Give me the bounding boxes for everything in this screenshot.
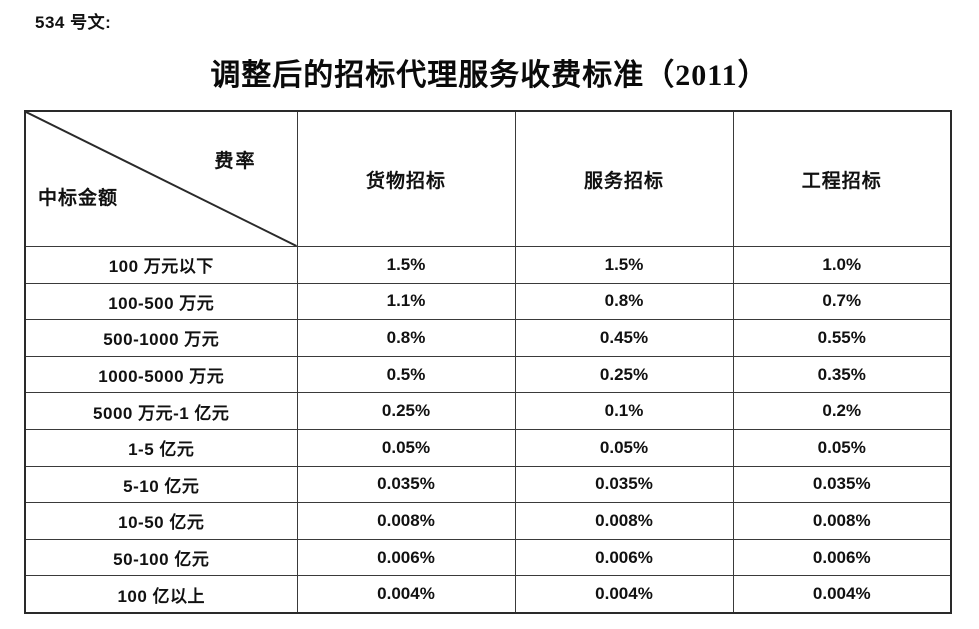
rate-cell: 0.35% — [732, 355, 952, 394]
column-header-engineering: 工程招标 — [732, 110, 952, 247]
rate-cell: 0.006% — [296, 538, 516, 577]
row-label: 100 万元以下 — [24, 246, 298, 284]
rate-cell: 0.006% — [514, 538, 734, 577]
column-header-goods: 货物招标 — [296, 110, 516, 247]
rate-cell: 0.008% — [514, 502, 734, 540]
doc-number-label: 534 号文: — [35, 13, 112, 32]
table-row: 10-50 亿元 0.008% 0.008% 0.008% — [24, 502, 952, 540]
rate-cell: 0.45% — [514, 319, 734, 357]
rate-cell: 0.004% — [514, 575, 734, 614]
rate-cell: 0.035% — [296, 465, 516, 504]
table-row: 5-10 亿元 0.035% 0.035% 0.035% — [24, 465, 952, 504]
row-label: 500-1000 万元 — [24, 319, 298, 357]
rate-cell: 0.05% — [514, 428, 734, 467]
rate-cell: 0.008% — [732, 502, 952, 540]
rate-cell: 0.035% — [732, 465, 952, 504]
row-label: 100-500 万元 — [24, 282, 298, 321]
row-label: 50-100 亿元 — [24, 538, 298, 577]
rate-cell: 0.5% — [296, 355, 516, 394]
table-header-row: 费率 中标金额 货物招标 服务招标 工程招标 — [24, 110, 952, 247]
rate-cell: 0.05% — [296, 428, 516, 467]
rate-cell: 1.0% — [732, 246, 952, 284]
row-label: 10-50 亿元 — [24, 502, 298, 540]
rate-cell: 1.1% — [296, 282, 516, 321]
table-row: 500-1000 万元 0.8% 0.45% 0.55% — [24, 319, 952, 357]
rate-cell: 0.8% — [514, 282, 734, 321]
rate-cell: 0.05% — [732, 428, 952, 467]
rate-cell: 0.1% — [514, 392, 734, 430]
row-label: 5000 万元-1 亿元 — [24, 392, 298, 430]
diagonal-corner-cell: 费率 中标金额 — [24, 110, 298, 247]
table-row: 1000-5000 万元 0.5% 0.25% 0.35% — [24, 355, 952, 394]
rate-cell: 0.2% — [732, 392, 952, 430]
rate-cell: 0.006% — [732, 538, 952, 577]
column-header-services: 服务招标 — [514, 110, 734, 247]
table-row: 5000 万元-1 亿元 0.25% 0.1% 0.2% — [24, 392, 952, 430]
rate-cell: 0.004% — [296, 575, 516, 614]
rate-cell: 1.5% — [296, 246, 516, 284]
rate-cell: 0.008% — [296, 502, 516, 540]
row-label: 1-5 亿元 — [24, 428, 298, 467]
corner-label-amount: 中标金额 — [38, 188, 119, 209]
page-title: 调整后的招标代理服务收费标准（2011） — [210, 59, 769, 92]
rate-cell: 0.035% — [514, 465, 734, 504]
row-label: 5-10 亿元 — [24, 465, 298, 504]
rate-cell: 0.004% — [732, 575, 952, 614]
row-label: 100 亿以上 — [24, 575, 298, 614]
rate-cell: 0.55% — [732, 319, 952, 357]
rate-cell: 0.25% — [296, 392, 516, 430]
rate-cell: 0.25% — [514, 355, 734, 394]
rate-cell: 0.8% — [296, 319, 516, 357]
diagonal-divider-line — [26, 112, 297, 246]
table-row: 1-5 亿元 0.05% 0.05% 0.05% — [24, 428, 952, 467]
table-row: 100 亿以上 0.004% 0.004% 0.004% — [24, 575, 952, 614]
corner-label-rate: 费率 — [214, 151, 257, 172]
table-row: 50-100 亿元 0.006% 0.006% 0.006% — [24, 538, 952, 577]
rate-cell: 1.5% — [514, 246, 734, 284]
rate-cell: 0.7% — [732, 282, 952, 321]
fee-rate-table: 费率 中标金额 货物招标 服务招标 工程招标 100 万元以下 1.5% 1.5… — [24, 110, 952, 614]
table-row: 100-500 万元 1.1% 0.8% 0.7% — [24, 282, 952, 321]
row-label: 1000-5000 万元 — [24, 355, 298, 394]
table-row: 100 万元以下 1.5% 1.5% 1.0% — [24, 246, 952, 284]
